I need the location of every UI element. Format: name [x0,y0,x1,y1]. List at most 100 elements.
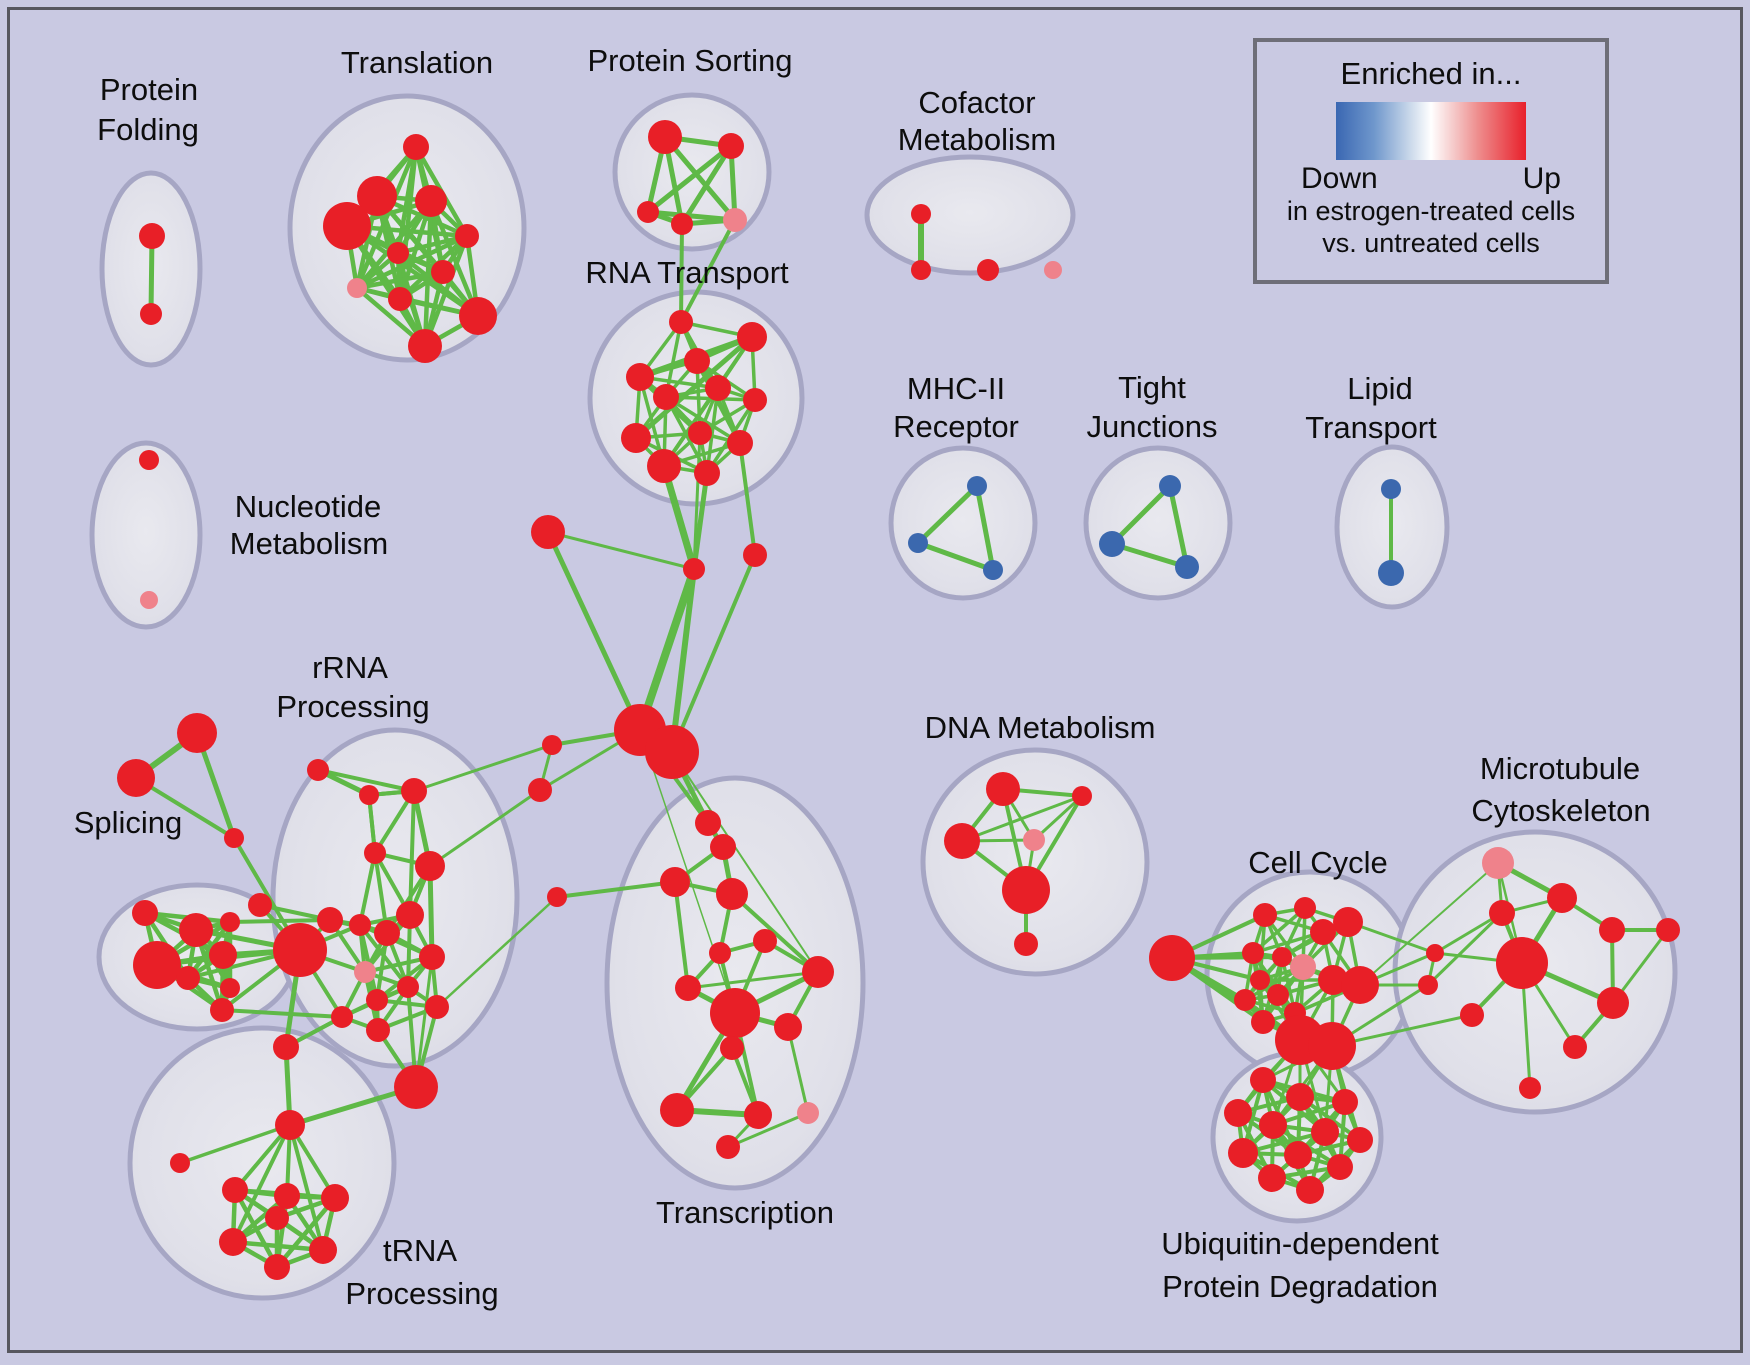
protein_folding-node [139,223,165,249]
connector-node [547,887,567,907]
rna-node [688,421,712,445]
network-edge [660,462,698,573]
network-edge [546,530,696,571]
rna-node [727,430,753,456]
lipid-node [1381,479,1401,499]
network-edge [633,334,755,441]
connector-node [645,725,699,779]
cofactor-node [977,259,999,281]
connector-node [528,778,552,802]
lipid-label: Lipid [1347,371,1413,406]
mt-node [1563,1035,1587,1059]
translation-node [323,202,371,250]
cc-node [1294,897,1316,919]
mt-label: Microtubule [1480,751,1640,786]
ps-node [648,120,682,154]
cc-label: Cell Cycle [1248,845,1388,880]
ub-label: Protein Degradation [1162,1269,1438,1304]
translation-label: Translation [341,45,493,80]
rrna-node [415,851,445,881]
cc-node [1290,954,1316,980]
dna-node [1023,829,1045,851]
tight-ellipse [1083,445,1233,601]
spl-node [220,978,240,998]
network-edge [915,540,996,573]
rrna-ellipse [270,727,520,1069]
protein_folding-label: Protein [100,72,198,107]
tight-node [1175,555,1199,579]
rrna-node [331,1006,353,1028]
ps-node [637,201,659,223]
connector-node [177,713,217,753]
network-edge [354,269,446,291]
spl-node [179,913,213,947]
tight-node [1099,531,1125,557]
trna-label: Processing [345,1276,498,1311]
cc-node [1310,919,1336,945]
network-edge [669,566,697,755]
trans-node [716,1135,740,1159]
rna-node [705,375,731,401]
translation-node [415,185,447,217]
cofactor-ellipse [864,154,1076,276]
rrna-node [364,842,386,864]
network-edge [220,1008,344,1019]
cofactor-node [1044,261,1062,279]
mt-node [1597,987,1629,1019]
legend: Enriched in... Down Up in estrogen-treat… [1253,38,1609,284]
trans-node [675,975,701,1001]
trna-node [170,1153,190,1173]
lipid-label: Transport [1305,410,1437,445]
trans-node [797,1102,819,1124]
network-edge [974,483,996,573]
ub-node [1327,1154,1353,1180]
network-edge [1433,911,1504,955]
network-edge [134,776,236,840]
protein_folding-label: Folding [97,112,199,147]
translation-node [347,278,367,298]
rrna-node [273,1034,299,1060]
translation-node [455,224,479,248]
network-edge [228,918,332,924]
network-edge [662,134,738,223]
mhc-node [967,476,987,496]
ub-label: Ubiquitin-dependent [1161,1226,1439,1261]
network-edge [670,553,757,754]
connector-node [743,543,767,567]
network-edge [545,529,643,733]
rrna-node [366,1018,390,1042]
network-edge [636,565,698,734]
network-edge [686,970,820,990]
nucleotide-label: Nucleotide [235,489,381,524]
network-edge [679,143,734,227]
spl-node [209,941,237,969]
network-edge [679,218,737,324]
dna-node [944,823,980,859]
ub-node [1228,1138,1258,1168]
translation-node [459,297,497,335]
lipid-node [1378,560,1404,586]
rrna-label: Processing [276,689,429,724]
trans-node [660,1093,694,1127]
ps-node [718,133,744,159]
mt-node [1547,883,1577,913]
rrna-node [359,785,379,805]
protein_folding-node [140,303,162,325]
network-edge [288,1123,325,1252]
labels-layer: Protein Folding Translation Protein Sorting… [74,43,1651,1311]
network-edge [316,768,416,793]
rna-node [737,322,767,352]
rrna-node [366,989,388,1011]
rrna-node [401,778,427,804]
spl-node [132,900,158,926]
mt-label: Cytoskeleton [1471,793,1650,828]
network-edge [705,386,720,475]
network-edge [555,880,677,899]
rna-node [626,363,654,391]
network-edge [738,441,757,557]
legend-scale: Down Up [1301,162,1561,196]
rrna-node [354,961,376,983]
cc-node [1272,947,1292,967]
trna-node [264,1254,290,1280]
rna-label: RNA Transport [585,255,789,290]
